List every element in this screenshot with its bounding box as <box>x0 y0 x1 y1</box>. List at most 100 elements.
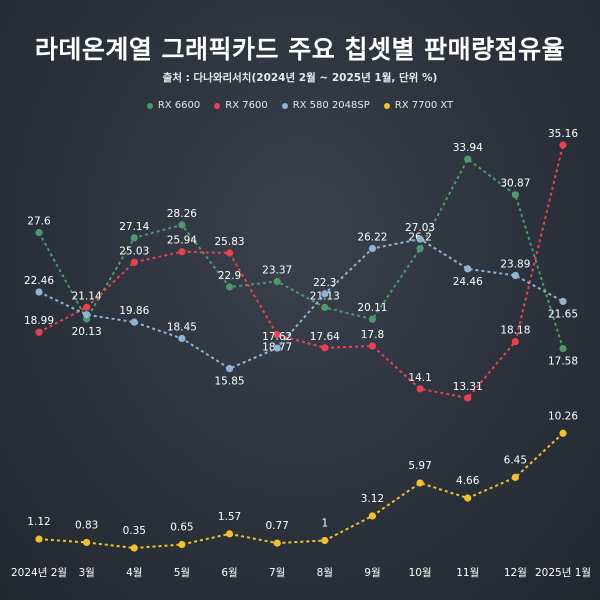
x-tick-label: 4월 <box>126 567 142 579</box>
data-point <box>511 191 519 199</box>
data-label: 23.37 <box>262 264 292 276</box>
data-label: 21.14 <box>72 290 102 302</box>
data-label: 0.35 <box>123 525 146 537</box>
data-label: 21.65 <box>548 308 578 320</box>
data-label: 14.1 <box>408 372 431 384</box>
data-point <box>464 394 472 402</box>
data-point <box>83 311 91 319</box>
data-point <box>416 479 424 487</box>
data-point <box>83 303 91 311</box>
data-label: 1.57 <box>218 511 241 523</box>
data-label: 1.12 <box>27 516 50 528</box>
data-label: 18.18 <box>500 325 530 337</box>
data-point <box>368 342 377 350</box>
data-label: 15.85 <box>215 376 245 388</box>
x-tick-label: 2024년 2월 <box>11 567 67 579</box>
x-axis-ticks: 2024년 2월 3월 4월 5월 6월 7월 8월 9월 10월 11월 12월 2025년 1월 <box>11 567 591 579</box>
data-label: 13.31 <box>453 381 483 393</box>
x-tick-label: 11월 <box>456 567 479 579</box>
data-point <box>273 344 281 352</box>
data-point <box>35 228 43 237</box>
data-label: 17.62 <box>262 331 292 343</box>
x-tick-label: 3월 <box>78 567 94 579</box>
data-point <box>416 235 424 243</box>
data-point <box>559 344 567 353</box>
data-point <box>130 258 138 266</box>
series-rx-6600: 27.620.1327.1428.2622.923.3721.1320.1126… <box>27 142 578 367</box>
legend-item: RX 7600 <box>214 100 268 111</box>
x-tick-label: 6월 <box>221 567 237 579</box>
data-label: 25.03 <box>119 245 149 257</box>
legend-swatch <box>146 102 153 109</box>
legend-swatch <box>383 102 390 109</box>
x-tick-label: 10월 <box>409 567 432 579</box>
series-rx-7600: 18.9921.1425.0325.9425.8318.7717.6417.81… <box>24 128 578 402</box>
series-rx-7700-xt: 1.12 0.83 0.35 0.65 1.57 0.77 1 3.12 5.97 4.66 6.4… <box>27 410 578 552</box>
data-point <box>130 234 138 242</box>
data-point <box>35 328 43 336</box>
data-point <box>35 288 43 296</box>
data-point <box>559 429 567 437</box>
legend-swatch <box>281 102 288 109</box>
data-point <box>511 271 519 280</box>
data-label: 20.13 <box>72 326 102 338</box>
data-point <box>321 344 329 352</box>
data-point <box>321 303 329 312</box>
data-point <box>559 297 567 306</box>
data-point <box>368 512 377 520</box>
chart-title: 라데온계열 그래픽카드 주요 칩셋별 판매량점유율 <box>34 35 566 64</box>
data-label: 17.64 <box>310 331 340 343</box>
legend-label: RX 7700 XT <box>394 100 454 111</box>
data-point <box>511 473 519 481</box>
data-label: 18.45 <box>167 321 197 333</box>
data-point <box>416 245 424 253</box>
data-point <box>130 544 138 552</box>
data-label: 25.83 <box>215 236 245 248</box>
data-label: 27.6 <box>27 216 51 228</box>
data-label: 22.46 <box>24 275 54 287</box>
legend-label: RX 580 2048SP <box>292 100 370 111</box>
data-label: 0.65 <box>170 522 193 534</box>
x-tick-label: 7월 <box>269 567 285 579</box>
data-point <box>464 494 472 502</box>
data-label: 25.94 <box>167 235 197 247</box>
data-point <box>225 283 234 291</box>
data-point <box>83 538 91 547</box>
data-label: 0.77 <box>265 520 288 532</box>
legend-swatch <box>214 102 221 109</box>
legend-label: RX 7600 <box>225 100 268 111</box>
data-label: 6.45 <box>504 454 527 466</box>
data-label: 4.66 <box>456 475 480 487</box>
data-label: 1 <box>321 517 328 529</box>
x-tick-label: 8월 <box>317 567 333 579</box>
data-label: 22.3 <box>313 277 336 289</box>
chart-subtitle: 출처 : 다나와리서치(2024년 2월 ~ 2025년 1월, 단위 %) <box>162 72 438 84</box>
data-point <box>225 249 234 257</box>
data-label: 35.16 <box>548 128 578 140</box>
data-point <box>321 536 329 545</box>
data-point <box>321 290 329 298</box>
data-point <box>35 535 43 543</box>
data-label: 20.11 <box>357 302 387 314</box>
series-line <box>38 238 564 370</box>
data-label: 19.86 <box>119 305 149 317</box>
x-tick-label: 2025년 1월 <box>535 567 591 579</box>
legend-label: RX 6600 <box>157 100 201 111</box>
data-label: 24.46 <box>453 276 483 288</box>
data-label: 10.26 <box>548 410 578 422</box>
data-point <box>178 221 186 229</box>
data-point <box>273 539 281 547</box>
data-label: 22.9 <box>218 270 241 282</box>
data-point <box>464 265 472 273</box>
data-point <box>416 385 424 393</box>
data-label: 26.22 <box>357 231 387 243</box>
legend-item: RX 7700 XT <box>383 100 454 111</box>
legend-item: RX 6600 <box>146 100 201 111</box>
data-label: 33.94 <box>453 142 483 154</box>
data-label: 23.89 <box>500 258 530 270</box>
data-point <box>178 248 186 256</box>
data-point <box>273 331 281 339</box>
legend: RX 6600 RX 7600 RX 580 2048SP RX 7700 XT <box>0 100 600 111</box>
data-label: 3.12 <box>361 493 384 505</box>
